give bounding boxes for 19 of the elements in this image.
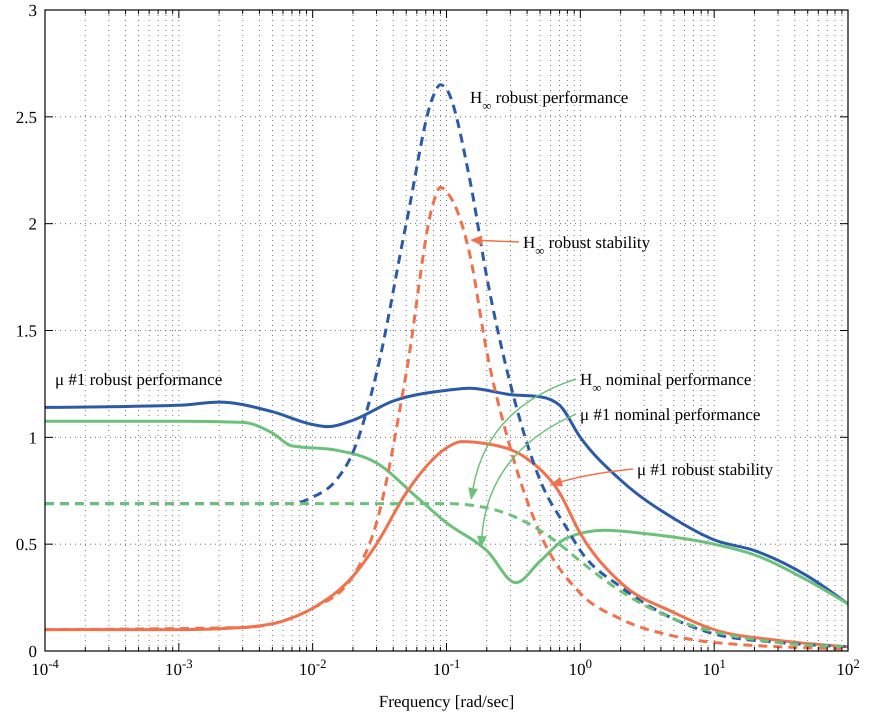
y-tick-label: 2.5 [16,108,37,127]
annotation: H$_{∞}$ robust performance [470,88,628,113]
y-tick-label: 1 [28,428,37,448]
annotation: H$_{∞}$ nominal performance [580,370,752,395]
annotation: μ #1 robust performance [55,370,222,389]
x-tick-label: 10$^{0}$ [568,657,592,679]
y-tick-label: 0.5 [16,535,37,554]
x-tick-label: 10$^{-3}$ [165,657,193,679]
x-axis-title: Frequency [rad/sec] [378,692,514,711]
annotation: μ #1 nominal performance [580,405,760,424]
y-tick-label: 1.5 [16,322,37,340]
x-tick-label: 10$^{-2}$ [298,657,326,679]
x-tick-label: 10$^{1}$ [702,657,726,679]
annotation: H$_{∞}$ robust stability [523,233,651,258]
x-tick-label: 10$^{-1}$ [432,657,460,679]
y-tick-label: 3 [28,1,37,20]
x-tick-label: 10$^{2}$ [836,657,860,679]
y-tick-label: 2 [28,214,37,234]
annotation: μ #1 robust stability [637,460,774,479]
